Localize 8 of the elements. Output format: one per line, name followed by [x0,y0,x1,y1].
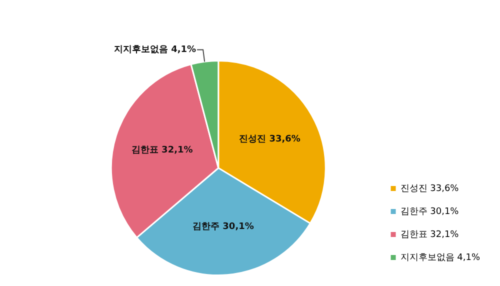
slice-label: 진성진 33,6% [239,134,300,144]
legend-label: 김한표 32,1% [400,230,460,240]
slice-label: 김한표 32,1% [131,146,193,156]
legend-label: 지지후보없음 4,1% [400,252,480,263]
legend-label: 김한주 30,1% [400,206,460,217]
legend-label: 진성진 33,6% [400,184,460,194]
slice-label: 김한주 30,1% [192,222,254,232]
slice-label: 지지후보없음 4,1% [112,45,196,56]
